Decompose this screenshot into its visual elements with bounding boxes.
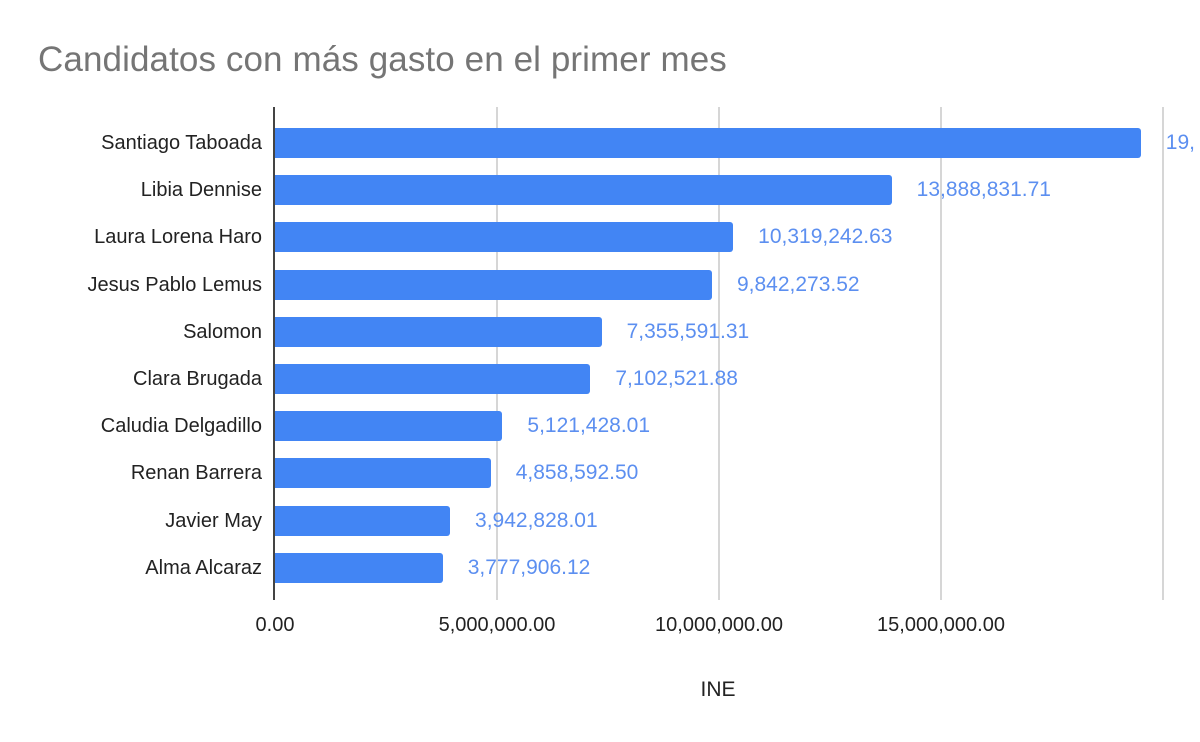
x-axis-title: INE [700,678,736,701]
gridline [718,107,720,600]
category-label: Salomon [183,320,262,343]
x-tick-label: 10,000,000.00 [655,614,783,636]
category-label: Renan Barrera [130,462,262,485]
category-label: Jesus Pablo Lemus [87,273,262,296]
value-label: 4,858,592.50 [515,461,639,485]
bar[interactable] [275,269,712,300]
bar[interactable] [275,316,602,347]
bar[interactable] [275,411,503,442]
bar[interactable] [275,175,892,206]
value-label: 3,942,828.01 [475,508,598,532]
value-label: 9,842,273.52 [736,272,860,296]
bar[interactable] [275,128,1141,158]
y-axis-line [273,107,275,600]
category-label: Laura Lorena Haro [94,226,262,249]
gridline [496,107,498,600]
gridline [940,107,942,600]
category-label: Libia Dennise [140,179,262,202]
category-label: Javier May [165,509,262,532]
bar[interactable] [275,364,591,394]
bar[interactable] [275,458,491,489]
category-label: Santiago Taboada [101,132,262,154]
x-tick-label: 15,000,000.00 [877,614,1005,636]
category-label: Clara Brugada [133,368,262,390]
value-label: 7,355,591.31 [626,319,750,343]
bar[interactable] [275,222,734,253]
value-label: 7,102,521.88 [615,367,738,390]
value-label: 10,319,242.63 [758,225,893,249]
x-tick-label: 5,000,000.00 [438,614,556,636]
value-label: 19, [1165,131,1195,154]
x-tick-label: 0.00 [255,614,295,636]
gridline [1162,107,1164,600]
bar[interactable] [275,505,451,536]
category-label: Alma Alcaraz [145,556,262,579]
chart-title: Candidatos con más gasto en el primer me… [38,40,727,79]
value-label: 3,777,906.12 [467,555,591,579]
value-label: 13,888,831.71 [916,178,1051,202]
category-label: Caludia Delgadillo [100,415,262,438]
bar[interactable] [275,552,443,583]
value-label: 5,121,428.01 [527,414,651,438]
